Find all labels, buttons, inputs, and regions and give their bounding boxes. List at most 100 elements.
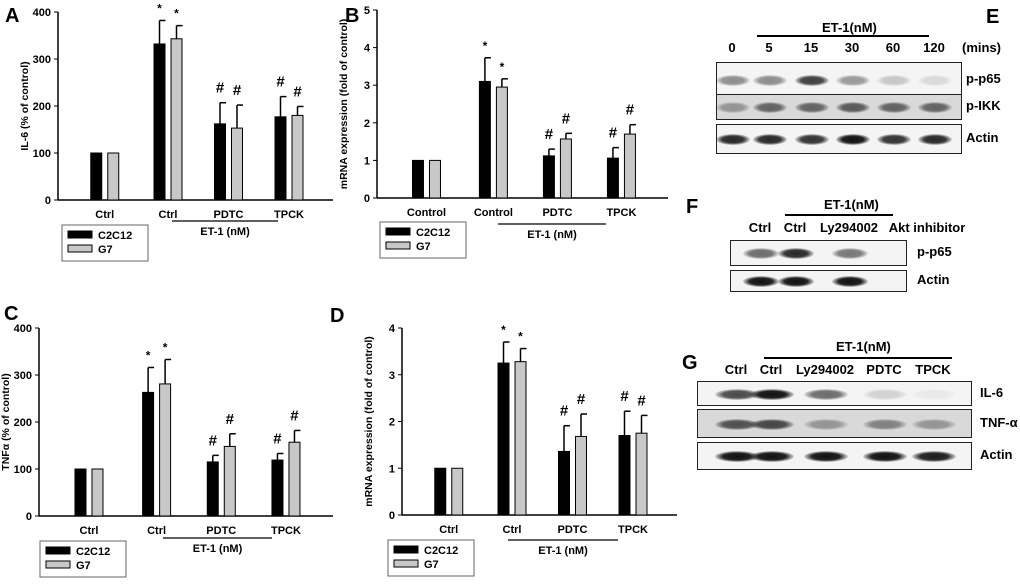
- blot-band: [863, 418, 907, 430]
- bar-c2c12: [558, 450, 570, 516]
- blot-row-label: Actin: [966, 130, 999, 145]
- blot-band: [877, 102, 911, 113]
- lane-label: 30: [844, 40, 860, 55]
- legend-label: C2C12: [424, 545, 458, 557]
- blot-row-label: p-IKK: [966, 98, 1001, 113]
- significance-mark: *: [501, 323, 506, 337]
- category-label: TPCK: [618, 524, 648, 536]
- blot-band: [753, 134, 787, 145]
- blot-band: [753, 74, 787, 86]
- bar-g7: [559, 138, 572, 199]
- blot-band: [795, 102, 829, 113]
- significance-mark: #: [273, 430, 282, 447]
- category-label: Control: [474, 207, 513, 219]
- significance-mark: #: [226, 411, 235, 428]
- y-tick-label: 400: [33, 7, 51, 19]
- legend-swatch-g7: [45, 560, 71, 569]
- category-label: Ctrl: [95, 209, 114, 221]
- y-tick-label: 100: [33, 148, 51, 160]
- bar-c2c12: [411, 159, 424, 199]
- blot-band: [863, 388, 907, 400]
- treatment-label: ET-1 (nM): [538, 545, 588, 557]
- blot-row-label: IL-6: [980, 384, 1004, 400]
- bar-c2c12: [206, 461, 219, 517]
- lane-label: Ctrl: [724, 362, 748, 377]
- y-tick-label: 0: [26, 511, 32, 523]
- blot-band: [717, 102, 750, 113]
- blot-band: [804, 388, 848, 400]
- y-tick-label: 3: [389, 370, 395, 382]
- blot-band: [832, 248, 868, 259]
- bar-c2c12: [153, 43, 166, 201]
- bar-g7: [514, 361, 527, 516]
- category-label: Ctrl: [147, 525, 166, 537]
- g-treatment-label: ET-1(nM): [836, 339, 891, 354]
- significance-mark: *: [163, 340, 168, 354]
- lane-label: Ly294002: [819, 220, 879, 235]
- significance-mark: #: [216, 80, 225, 97]
- blot-band: [778, 276, 814, 287]
- category-label: TPCK: [274, 209, 304, 221]
- category-label: Ctrl: [80, 525, 99, 537]
- significance-mark: #: [626, 102, 635, 119]
- lane-label: PDTC: [866, 362, 902, 377]
- blot-band: [804, 451, 848, 462]
- y-tick-label: 2: [364, 118, 370, 130]
- category-label: Ctrl: [503, 524, 522, 536]
- y-tick-label: 0: [389, 510, 395, 522]
- legend-label: C2C12: [98, 230, 132, 242]
- g-treatment-line: [764, 357, 952, 359]
- legend-swatch-c2c12: [393, 545, 419, 554]
- bar-g7: [635, 432, 648, 516]
- treatment-label: ET-1 (nM): [193, 543, 243, 555]
- blot-band: [795, 74, 829, 86]
- y-axis-label: TNFα (% of control): [0, 373, 12, 470]
- blot-band: [804, 418, 848, 430]
- category-label: PDTC: [206, 525, 236, 537]
- panel-label: C: [4, 303, 18, 325]
- y-tick-label: 0: [364, 193, 370, 205]
- legend-swatch-g7: [385, 241, 411, 250]
- blot-band: [750, 388, 794, 400]
- legend-swatch-g7: [393, 559, 419, 568]
- category-label: PDTC: [214, 209, 244, 221]
- blot-row-label: Actin: [917, 272, 950, 287]
- panel-label-g: G: [682, 352, 698, 374]
- y-tick-label: 5: [364, 5, 370, 17]
- blot-band: [717, 74, 750, 86]
- significance-mark: #: [233, 82, 242, 99]
- blot-row-label: p-p65: [917, 244, 952, 259]
- significance-mark: #: [209, 432, 218, 449]
- legend-swatch-c2c12: [45, 546, 71, 555]
- bar-c2c12: [497, 362, 510, 516]
- bar-c2c12: [274, 116, 287, 201]
- bar-g7: [495, 86, 508, 199]
- f-treatment-line: [785, 214, 893, 216]
- blot-band: [918, 74, 952, 86]
- lane-label: Ctrl: [748, 220, 772, 235]
- significance-mark: #: [560, 403, 569, 420]
- blot-band: [795, 134, 829, 145]
- y-tick-label: 0: [45, 195, 51, 207]
- y-tick-label: 300: [33, 54, 51, 66]
- y-axis-label: mRNA expression (fold of control): [363, 336, 375, 507]
- category-label: Ctrl: [439, 524, 458, 536]
- bar-c2c12: [478, 80, 491, 199]
- lane-label: Ctrl: [783, 220, 807, 235]
- y-tick-label: 200: [33, 101, 51, 113]
- blot-band: [836, 102, 870, 113]
- lane-label: Akt inhibitor: [888, 220, 966, 235]
- blot-p-ikk: [716, 94, 962, 120]
- lane-label: Ly294002: [795, 362, 855, 377]
- blot-band: [743, 276, 779, 287]
- bar-g7: [107, 152, 120, 201]
- bar-c2c12: [542, 155, 555, 199]
- e-treatment-line: [757, 35, 929, 37]
- legend-swatch-g7: [67, 244, 93, 253]
- y-tick-label: 1: [364, 155, 370, 167]
- category-label: Ctrl: [159, 209, 178, 221]
- treatment-label: ET-1 (nM): [200, 226, 250, 238]
- blot-row-label: Actin: [980, 447, 1013, 462]
- bar-g7: [575, 435, 587, 516]
